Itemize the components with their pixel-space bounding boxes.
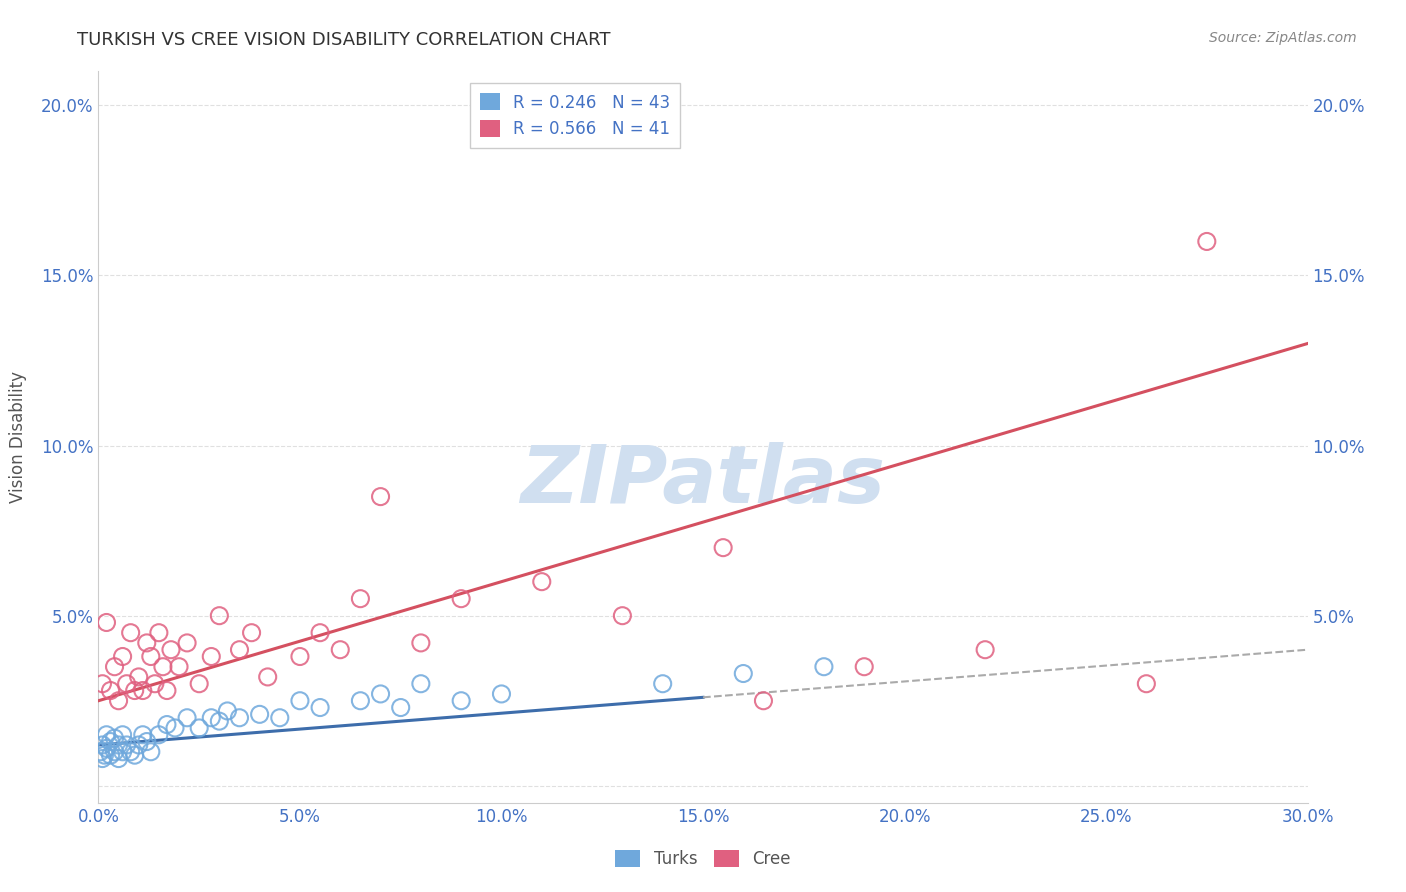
Point [135,734,157,748]
Point [156,717,179,731]
Point [135,636,157,650]
Point [1135,677,1157,691]
Point [139,649,162,664]
Y-axis label: Vision Disability: Vision Disability [10,371,27,503]
Point [176,711,198,725]
Point [148,625,170,640]
Point [148,728,170,742]
Point [370,687,392,701]
Point [96,728,118,742]
Point [176,636,198,650]
Legend: Turks, Cree: Turks, Cree [609,843,797,875]
Point [228,642,250,657]
Point [93,748,115,763]
Point [269,711,291,725]
Point [128,670,150,684]
Point [200,649,222,664]
Point [160,642,183,657]
Point [111,745,134,759]
Point [974,642,997,657]
Point [132,683,155,698]
Point [152,659,174,673]
Point [349,591,371,606]
Point [91,738,114,752]
Point [115,677,138,691]
Point [188,677,211,691]
Point [96,615,118,630]
Point [217,704,239,718]
Text: ZIPatlas: ZIPatlas [520,442,886,520]
Point [208,608,231,623]
Point [752,694,775,708]
Point [120,745,142,759]
Point [107,694,129,708]
Point [132,728,155,742]
Point [91,751,114,765]
Point [349,694,371,708]
Point [163,721,186,735]
Point [103,731,125,746]
Point [240,625,263,640]
Point [91,677,114,691]
Point [124,683,146,698]
Point [156,683,179,698]
Point [389,700,412,714]
Point [188,721,211,735]
Point [100,683,122,698]
Point [450,591,472,606]
Point [288,694,311,708]
Point [100,734,122,748]
Point [124,748,146,763]
Point [107,738,129,752]
Point [111,728,134,742]
Point [409,677,432,691]
Point [813,659,835,673]
Point [329,642,352,657]
Point [228,711,250,725]
Point [711,541,734,555]
Point [370,490,392,504]
Text: Source: ZipAtlas.com: Source: ZipAtlas.com [1209,31,1357,45]
Point [139,745,162,759]
Point [409,636,432,650]
Point [120,625,142,640]
Point [1195,235,1218,249]
Point [100,748,122,763]
Point [128,738,150,752]
Point [309,700,332,714]
Point [167,659,190,673]
Point [208,714,231,728]
Point [530,574,553,589]
Point [309,625,332,640]
Point [853,659,876,673]
Point [89,745,111,759]
Point [288,649,311,664]
Point [111,649,134,664]
Point [450,694,472,708]
Point [249,707,271,722]
Point [200,711,222,725]
Point [103,745,125,759]
Legend: R = 0.246   N = 43, R = 0.566   N = 41: R = 0.246 N = 43, R = 0.566 N = 41 [470,83,681,148]
Point [96,741,118,756]
Point [107,751,129,765]
Point [143,677,166,691]
Text: TURKISH VS CREE VISION DISABILITY CORRELATION CHART: TURKISH VS CREE VISION DISABILITY CORREL… [77,31,610,49]
Point [651,677,673,691]
Point [612,608,634,623]
Point [115,738,138,752]
Point [491,687,513,701]
Point [733,666,755,681]
Point [103,659,125,673]
Point [256,670,278,684]
